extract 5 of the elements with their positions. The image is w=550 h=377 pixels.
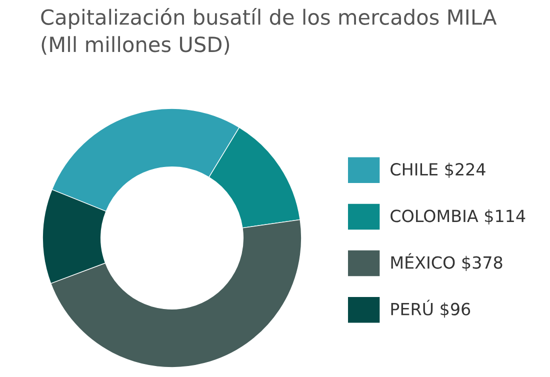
legend-label: CHILE $224 bbox=[390, 162, 486, 178]
legend-label: MÉXICO $378 bbox=[391, 253, 502, 272]
legend-label: PERÚ $96 bbox=[391, 300, 470, 318]
chart-title: Capitalización busatíl de los mercados MILA (Mll millones USD) bbox=[41, 8, 497, 55]
legend-label: COLOMBIA $114 bbox=[390, 209, 526, 224]
